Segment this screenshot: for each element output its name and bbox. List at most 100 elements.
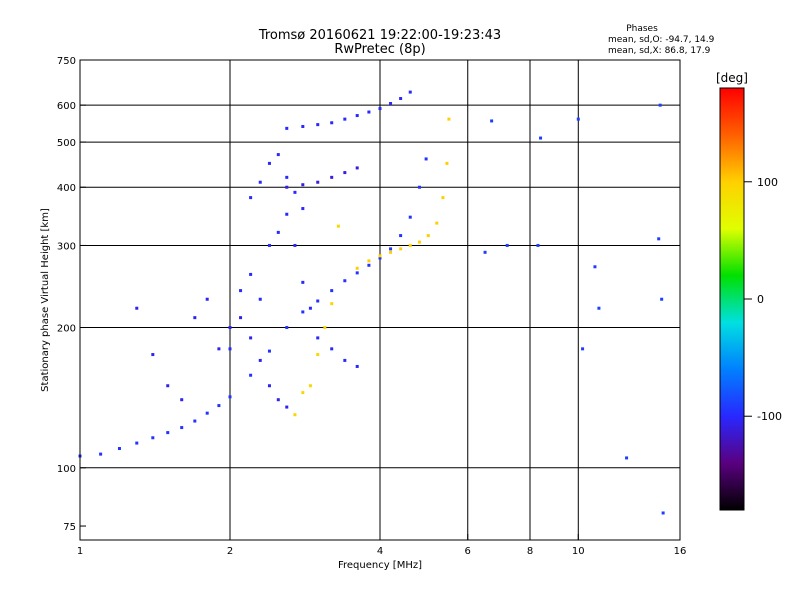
data-point: [445, 161, 449, 165]
data-point: [285, 212, 289, 216]
data-point: [330, 347, 334, 351]
data-point: [330, 121, 334, 125]
data-point: [336, 224, 340, 228]
data-point: [228, 326, 232, 330]
data-point: [483, 250, 487, 254]
data-point: [267, 243, 271, 247]
data-point: [378, 256, 382, 260]
data-points: [78, 90, 665, 515]
data-point: [301, 280, 305, 284]
data-point: [99, 452, 103, 456]
data-point: [308, 306, 312, 310]
data-point: [151, 436, 155, 440]
x-tick-label: 16: [674, 546, 687, 557]
data-point: [355, 364, 359, 368]
chart-title: Tromsø 20160621 19:22:00-19:23:43: [258, 28, 501, 43]
data-point: [301, 310, 305, 314]
data-point: [581, 347, 585, 351]
data-point: [355, 266, 359, 270]
data-point: [301, 183, 305, 187]
data-point: [285, 175, 289, 179]
x-tick-label: 2: [227, 546, 233, 557]
data-point: [389, 250, 393, 254]
data-point: [597, 306, 601, 310]
data-point: [316, 336, 320, 340]
y-axis-label: Stationary phase Virtual Height [km]: [40, 208, 51, 392]
data-point: [228, 347, 232, 351]
data-point: [661, 511, 665, 515]
data-point: [367, 259, 371, 263]
x-tick-label: 1: [77, 546, 83, 557]
data-point: [447, 117, 451, 121]
data-point: [205, 297, 209, 301]
data-point: [285, 185, 289, 189]
data-point: [316, 123, 320, 127]
data-point: [441, 196, 445, 200]
data-point: [193, 316, 197, 320]
data-point: [285, 405, 289, 409]
y-tick-label: 200: [57, 324, 76, 335]
data-point: [323, 326, 327, 330]
data-point: [408, 243, 412, 247]
data-point: [316, 299, 320, 303]
data-point: [417, 185, 421, 189]
data-point: [308, 384, 312, 388]
data-point: [316, 180, 320, 184]
data-point: [657, 237, 661, 241]
data-point: [378, 107, 382, 111]
x-tick-label: 4: [377, 546, 383, 557]
data-point: [258, 180, 262, 184]
data-point: [490, 119, 494, 123]
data-point: [343, 117, 347, 121]
data-point: [301, 207, 305, 211]
data-point: [117, 447, 121, 451]
data-point: [301, 124, 305, 128]
data-point: [343, 279, 347, 283]
data-point: [205, 411, 209, 415]
data-point: [180, 398, 184, 402]
data-point: [505, 243, 509, 247]
data-point: [367, 263, 371, 267]
data-point: [258, 297, 262, 301]
data-point: [316, 353, 320, 357]
stats-line-x: mean, sd,X: 86.8, 17.9: [608, 46, 711, 56]
data-point: [389, 247, 393, 251]
data-point: [249, 196, 253, 200]
data-point: [417, 240, 421, 244]
data-point: [293, 413, 297, 417]
data-point: [293, 243, 297, 247]
colorbar-tick-label: -100: [757, 410, 782, 423]
data-point: [399, 97, 403, 101]
data-point: [166, 431, 170, 435]
data-point: [267, 384, 271, 388]
data-point: [576, 117, 580, 121]
data-point: [217, 404, 221, 408]
y-tick-label: 500: [57, 138, 76, 149]
data-point: [276, 230, 280, 234]
chart-subtitle: RwPretec (8p): [334, 42, 425, 57]
y-tick-label: 750: [57, 56, 76, 67]
data-point: [249, 336, 253, 340]
y-tick-label: 400: [57, 183, 76, 194]
colorbar-label: [deg]: [716, 71, 748, 85]
data-point: [330, 175, 334, 179]
data-point: [276, 153, 280, 157]
data-point: [536, 243, 540, 247]
y-tick-label: 100: [57, 464, 76, 475]
colorbar-tick-label: 100: [757, 176, 778, 189]
data-point: [267, 161, 271, 165]
data-point: [330, 302, 334, 306]
x-tick-label: 10: [572, 546, 585, 557]
data-point: [539, 136, 543, 140]
data-point: [301, 391, 305, 395]
data-point: [343, 358, 347, 362]
data-point: [180, 426, 184, 430]
data-point: [267, 349, 271, 353]
data-point: [389, 101, 393, 105]
data-point: [276, 398, 280, 402]
data-point: [424, 157, 428, 161]
data-point: [249, 272, 253, 276]
data-point: [355, 166, 359, 170]
data-point: [258, 358, 262, 362]
data-point: [426, 234, 430, 238]
